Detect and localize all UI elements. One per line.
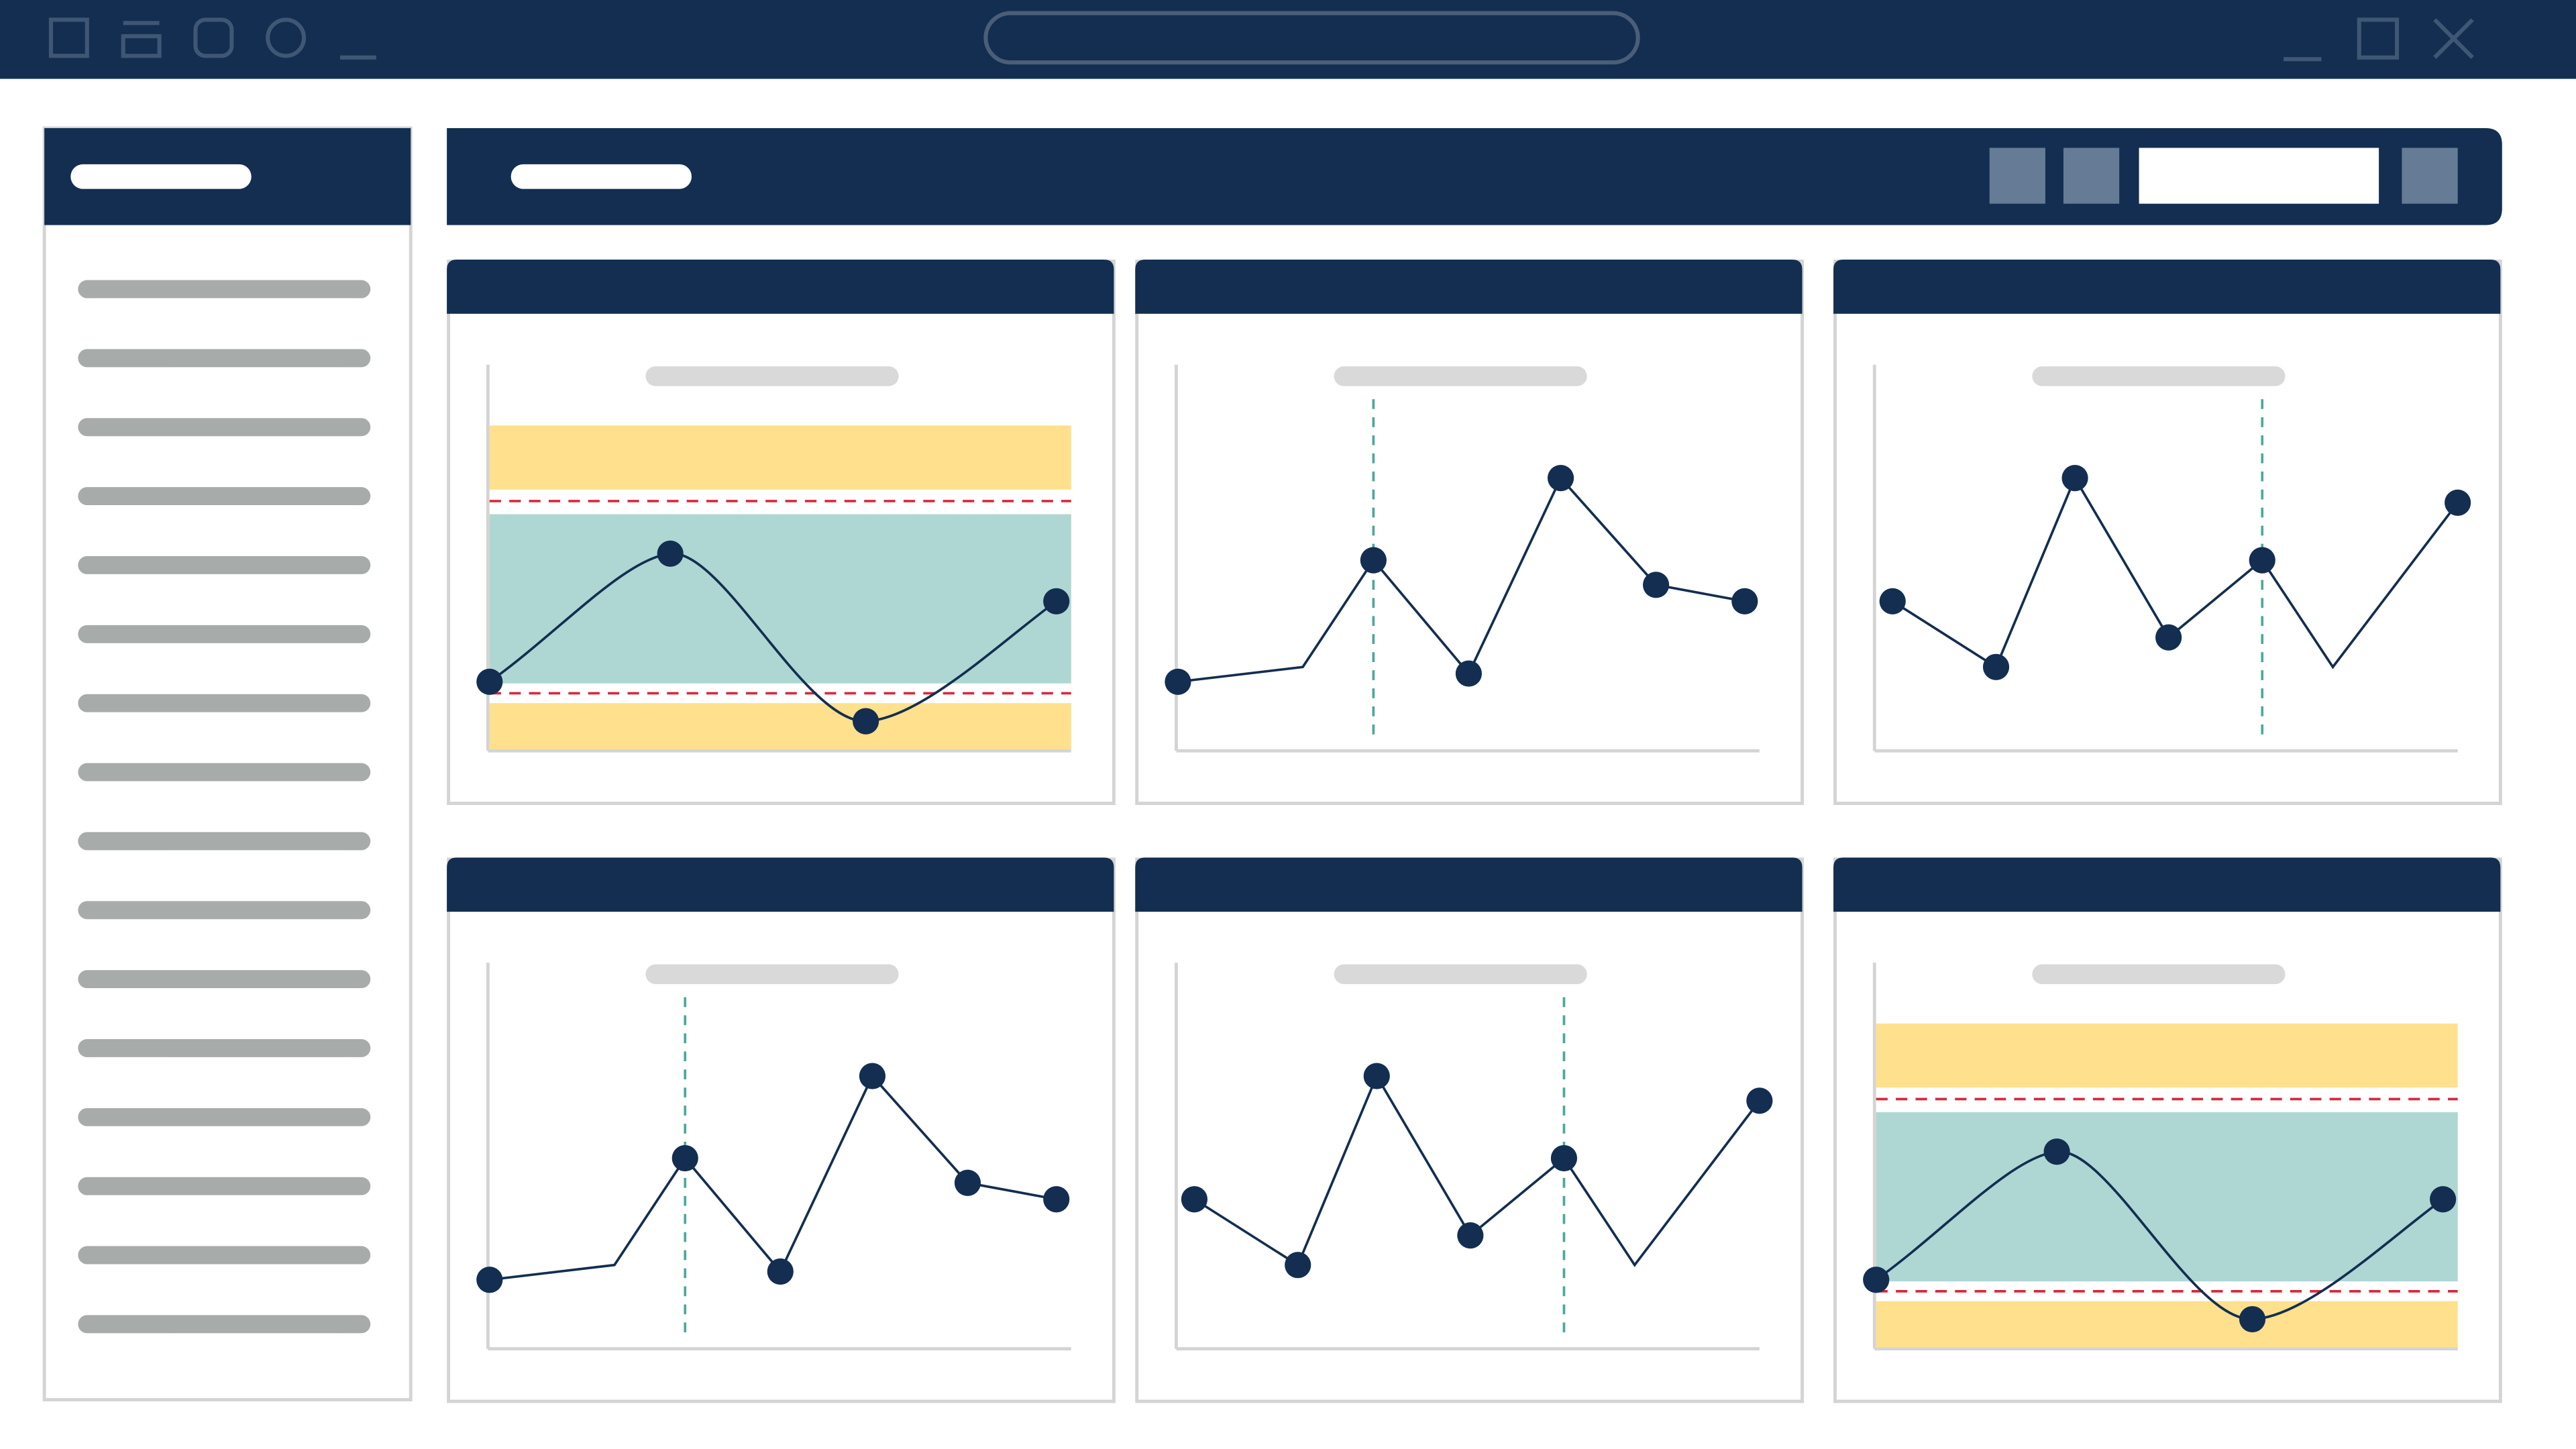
chart-panel: [1135, 857, 1802, 1401]
toolbar-button[interactable]: [1989, 148, 2045, 204]
chart-panel: [447, 857, 1114, 1401]
header-title-placeholder: [511, 164, 692, 189]
window-tabs: [48, 17, 376, 60]
address-bar[interactable]: [983, 11, 1640, 65]
tab-icon[interactable]: [266, 17, 307, 58]
tab-icon[interactable]: [48, 17, 89, 58]
chart-panel: [1135, 260, 1802, 804]
content-header: [447, 128, 2502, 225]
control-band-chart: [475, 424, 1073, 751]
tab-icon[interactable]: [193, 17, 234, 58]
sidebar-title-placeholder: [70, 164, 252, 189]
search-field[interactable]: [2139, 148, 2379, 204]
maximize-button[interactable]: [2357, 17, 2400, 60]
toolbar-button[interactable]: [2402, 148, 2458, 204]
close-button[interactable]: [2433, 18, 2474, 59]
tab-icon[interactable]: [121, 21, 162, 58]
toolbar-button[interactable]: [2063, 148, 2120, 204]
control-band-chart: [1862, 1022, 2459, 1348]
chart-panel: [1833, 260, 2500, 804]
